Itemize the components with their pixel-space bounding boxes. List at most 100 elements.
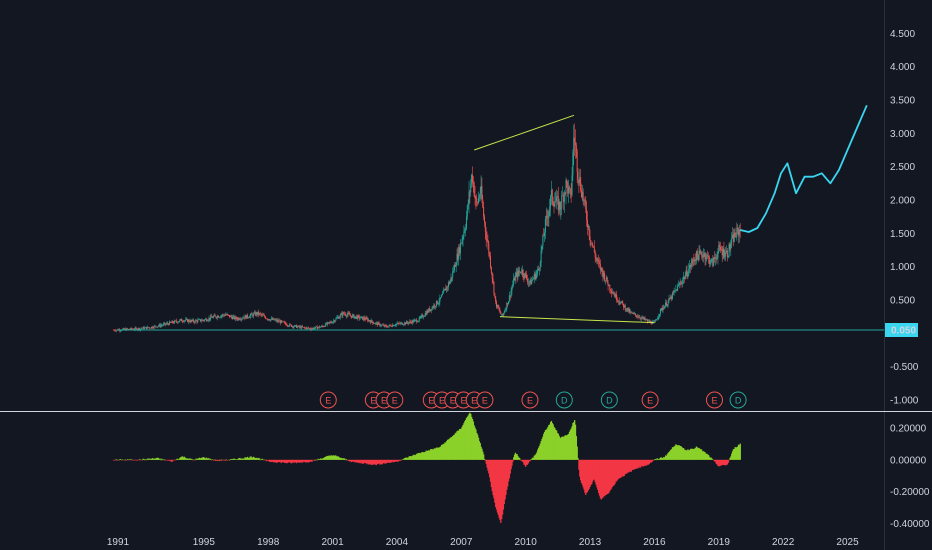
- histogram-bar: [165, 459, 167, 461]
- candle: [273, 318, 275, 321]
- dividend-marker[interactable]: D: [600, 391, 618, 409]
- time-tick: 2019: [708, 537, 731, 548]
- candle: [565, 180, 567, 194]
- histogram-bar: [667, 452, 669, 460]
- candle: [176, 321, 178, 323]
- histogram-bar: [392, 459, 394, 462]
- candle: [447, 286, 449, 288]
- candle: [135, 327, 137, 329]
- candle: [311, 328, 313, 330]
- histogram-bar: [354, 459, 356, 463]
- histogram-bar: [724, 459, 726, 465]
- earnings-marker[interactable]: E: [476, 391, 494, 409]
- histogram-bar: [448, 438, 450, 460]
- histogram-bar: [709, 457, 711, 460]
- histogram-bar: [157, 457, 160, 460]
- earnings-marker[interactable]: E: [386, 391, 404, 409]
- time-tick: 2004: [386, 537, 409, 548]
- price-tick: 0.500: [890, 296, 915, 307]
- candle: [582, 191, 584, 201]
- histogram-bar: [339, 458, 341, 460]
- candle: [418, 317, 420, 321]
- candle: [729, 244, 731, 249]
- candle: [145, 327, 147, 329]
- histogram-bar: [451, 437, 453, 460]
- histogram-bar: [584, 459, 586, 493]
- histogram-bar: [273, 459, 275, 463]
- candle: [421, 315, 423, 317]
- histogram-bar: [602, 459, 604, 498]
- histogram-bar: [447, 439, 450, 460]
- histogram-bar: [672, 447, 674, 460]
- histogram-bar: [254, 458, 257, 460]
- candle: [562, 195, 564, 203]
- candle: [509, 295, 511, 297]
- candle: [178, 321, 180, 323]
- candle: [680, 282, 682, 284]
- candle: [624, 305, 626, 310]
- histogram-bar: [565, 435, 567, 460]
- candle: [640, 317, 642, 319]
- histogram-bar: [477, 434, 479, 460]
- candle: [308, 327, 310, 329]
- candle: [251, 313, 253, 315]
- candle: [631, 312, 633, 314]
- candle: [375, 322, 377, 324]
- dividend-marker[interactable]: D: [555, 391, 573, 409]
- histogram-bar: [287, 459, 289, 463]
- histogram-bar: [541, 438, 543, 460]
- histogram-bar: [471, 416, 473, 460]
- candle: [333, 320, 335, 322]
- candle: [436, 300, 438, 305]
- candle: [153, 325, 155, 329]
- histogram-bar: [675, 444, 677, 460]
- candle: [240, 319, 242, 320]
- histogram-bar: [270, 459, 272, 463]
- earnings-marker[interactable]: E: [705, 391, 723, 409]
- histogram-bar: [616, 459, 619, 481]
- histogram-bar: [726, 459, 729, 465]
- earnings-marker[interactable]: E: [521, 391, 539, 409]
- histogram-bar: [663, 456, 665, 460]
- histogram-bar: [433, 449, 435, 460]
- histogram-bar: [218, 459, 220, 462]
- candle: [224, 314, 226, 316]
- trendline-2[interactable]: [499, 316, 655, 324]
- histogram-bar: [551, 423, 553, 460]
- time-axis[interactable]: 1991 1995 1998 2001 2004 2007 2010 2013 2016 2019…: [107, 537, 859, 548]
- price-label-box: [885, 323, 918, 337]
- dividend-marker[interactable]: D: [729, 391, 747, 409]
- candle: [378, 322, 380, 324]
- candle: [265, 317, 267, 319]
- candle: [682, 279, 684, 284]
- histogram-bar: [426, 450, 428, 460]
- histogram-bar: [195, 458, 197, 460]
- histogram-bar: [622, 459, 625, 477]
- candle: [337, 317, 339, 318]
- candle: [528, 281, 530, 283]
- earnings-marker[interactable]: E: [319, 391, 337, 409]
- histogram-bar: [348, 459, 350, 462]
- histogram-bar: [229, 459, 232, 460]
- histogram-bar: [571, 426, 573, 460]
- histogram-bar: [428, 450, 430, 460]
- candle: [247, 314, 249, 318]
- main-price-axis[interactable]: 4.5004.0003.5003.0002.5002.0001.5001.000…: [890, 29, 919, 407]
- candle: [354, 316, 356, 319]
- histogram-bar: [358, 459, 360, 463]
- candle: [366, 317, 368, 319]
- candle: [629, 309, 631, 313]
- trendline-1[interactable]: [474, 114, 575, 151]
- histogram-bar: [677, 445, 680, 460]
- histogram-bar: [301, 459, 303, 463]
- earnings-marker[interactable]: E: [641, 391, 659, 409]
- histogram-bar: [684, 449, 687, 460]
- candle: [205, 318, 207, 320]
- histogram-bar: [407, 457, 409, 460]
- histogram-bar: [226, 459, 228, 461]
- candle: [706, 254, 708, 258]
- candle: [165, 323, 167, 325]
- candle: [511, 287, 513, 291]
